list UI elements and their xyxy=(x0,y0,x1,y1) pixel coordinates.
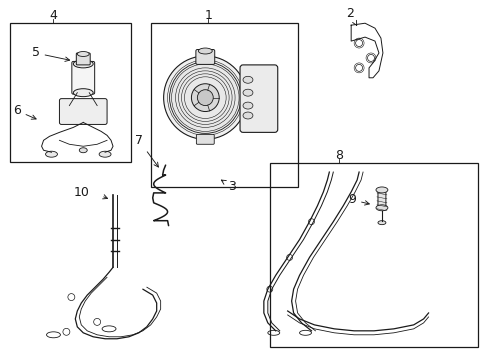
Circle shape xyxy=(355,64,362,71)
FancyBboxPatch shape xyxy=(240,65,277,132)
Ellipse shape xyxy=(375,205,387,211)
Text: 6: 6 xyxy=(13,104,36,119)
Text: 10: 10 xyxy=(73,186,89,199)
Ellipse shape xyxy=(243,112,252,119)
FancyBboxPatch shape xyxy=(72,62,95,94)
Ellipse shape xyxy=(99,151,111,157)
Bar xyxy=(10,23,131,162)
Text: 1: 1 xyxy=(204,9,212,22)
FancyBboxPatch shape xyxy=(60,99,107,125)
Text: 8: 8 xyxy=(335,149,343,162)
Circle shape xyxy=(191,84,219,112)
Ellipse shape xyxy=(243,76,252,83)
Text: 9: 9 xyxy=(347,193,368,206)
Ellipse shape xyxy=(243,102,252,109)
FancyBboxPatch shape xyxy=(196,134,214,144)
FancyBboxPatch shape xyxy=(76,53,90,65)
Text: 3: 3 xyxy=(221,180,236,193)
Ellipse shape xyxy=(198,48,212,54)
Ellipse shape xyxy=(243,89,252,96)
Ellipse shape xyxy=(79,148,87,153)
Text: 5: 5 xyxy=(32,46,69,62)
Circle shape xyxy=(367,54,374,62)
Ellipse shape xyxy=(73,60,93,68)
Circle shape xyxy=(163,56,246,139)
Circle shape xyxy=(197,90,213,105)
Bar xyxy=(269,163,477,347)
FancyBboxPatch shape xyxy=(377,189,385,209)
Text: 4: 4 xyxy=(49,9,57,22)
Circle shape xyxy=(355,40,362,46)
Ellipse shape xyxy=(77,51,89,57)
Ellipse shape xyxy=(375,187,387,193)
Text: 2: 2 xyxy=(346,7,356,26)
Ellipse shape xyxy=(377,221,385,225)
FancyBboxPatch shape xyxy=(196,50,214,64)
Bar xyxy=(150,23,297,187)
Text: 7: 7 xyxy=(135,134,158,167)
Ellipse shape xyxy=(45,151,57,157)
Circle shape xyxy=(169,62,241,133)
Ellipse shape xyxy=(73,89,93,96)
